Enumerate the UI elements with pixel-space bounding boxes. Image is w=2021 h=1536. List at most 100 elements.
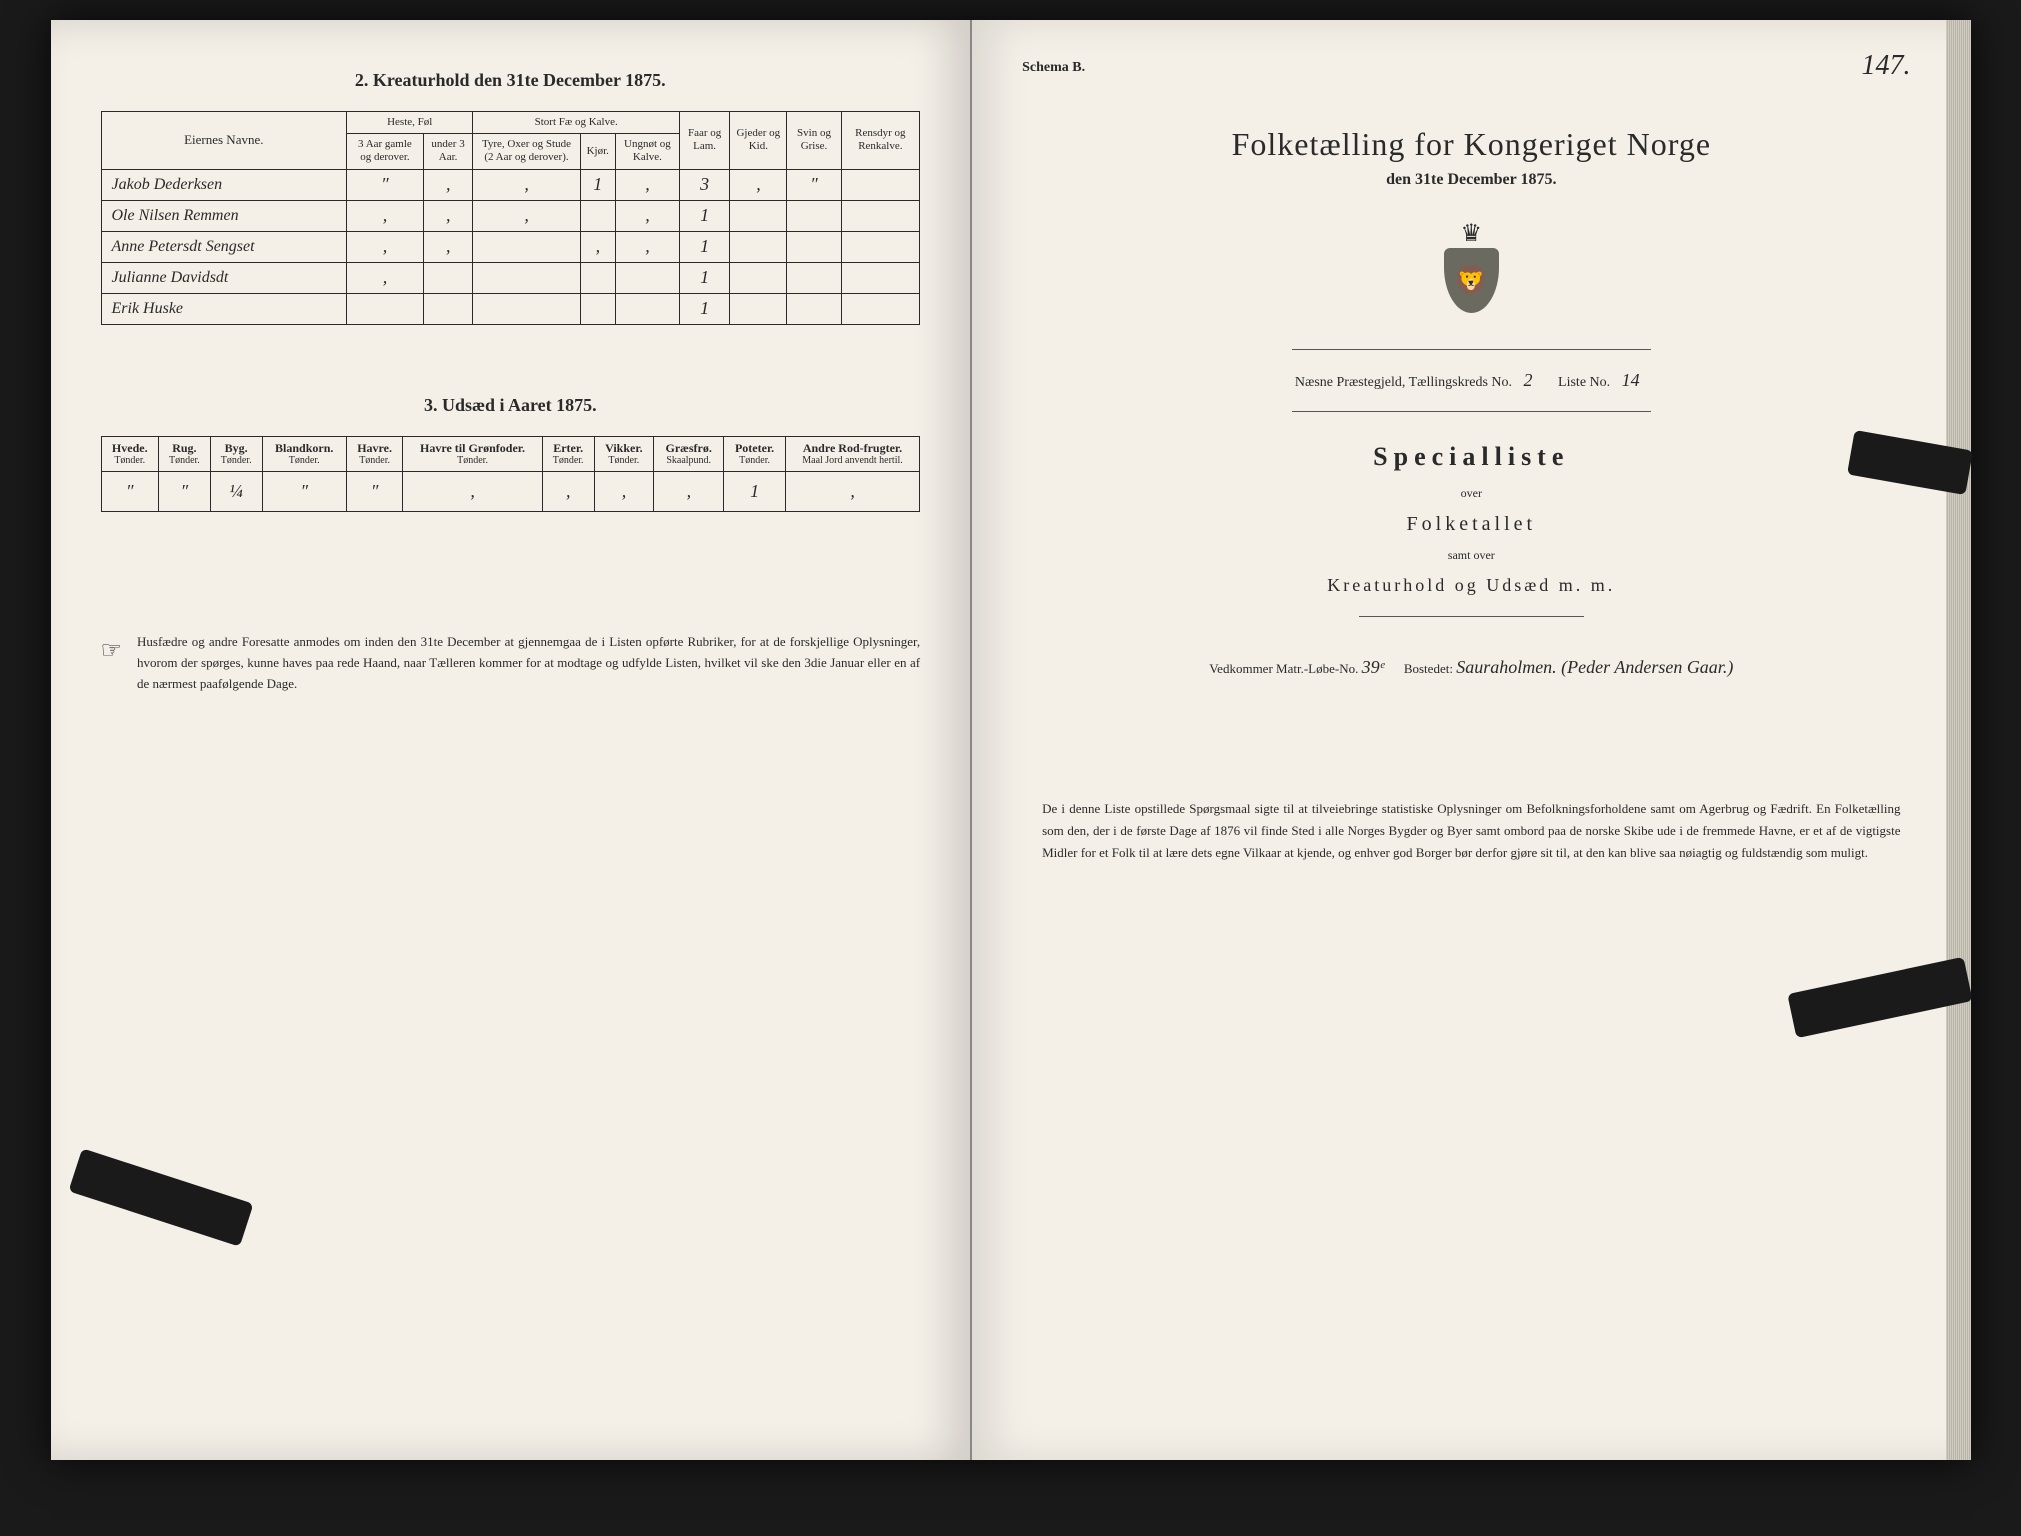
seed-col-header: Havre.Tønder. (346, 436, 402, 471)
cell-value (841, 231, 920, 262)
seed-col-header: Hvede.Tønder. (101, 436, 159, 471)
seed-value: ″ (262, 471, 346, 511)
bosted-label: Bostedet: (1404, 661, 1453, 676)
divider (1292, 411, 1651, 412)
kreds-number: 2 (1516, 370, 1541, 390)
seed-value: ‚ (594, 471, 654, 511)
cell-value: 1 (679, 200, 729, 231)
th-h2: under 3 Aar. (423, 134, 473, 169)
right-footnote: De i denne Liste opstillede Spørgsmaal s… (1022, 798, 1920, 864)
bosted-line: Vedkommer Matr.-Løbe-No. 39ᵉ Bostedet: S… (1022, 657, 1920, 678)
livestock-table: Eiernes Navne. Heste, Føl Stort Fæ og Ka… (101, 111, 921, 325)
page-number: 147. (1861, 50, 1910, 82)
seed-value: ‚ (403, 471, 542, 511)
seed-col-header: Græsfrø.Skaalpund. (654, 436, 724, 471)
seed-value: ″ (159, 471, 211, 511)
owner-name: Erik Huske (101, 293, 347, 324)
liste-label: Liste No. (1558, 375, 1610, 390)
cell-value (580, 262, 615, 293)
table-row: Jakob Dederksen″‚‚1‚3‚″ (101, 169, 920, 200)
parish-prefix: Næsne Præstegjeld, Tællingskreds No. (1295, 375, 1512, 390)
cell-value: ‚ (423, 169, 473, 200)
th-gjeder: Gjeder og Kid. (730, 112, 787, 170)
shield-icon: 🦁 (1444, 248, 1499, 313)
cell-value (730, 293, 787, 324)
cell-value (730, 262, 787, 293)
divider (1359, 616, 1584, 617)
cell-value: ‚ (615, 169, 679, 200)
folketallet: Folketallet (1022, 513, 1920, 536)
table-row: Anne Petersdt Sengset‚‚‚‚1 (101, 231, 920, 262)
table-row: Julianne Davidsdt‚1 (101, 262, 920, 293)
owner-name: Anne Petersdt Sengset (101, 231, 347, 262)
cell-value (347, 293, 424, 324)
owner-name: Julianne Davidsdt (101, 262, 347, 293)
table-row: Erik Huske 1 (101, 293, 920, 324)
cell-value: ‚ (580, 231, 615, 262)
cell-value (580, 200, 615, 231)
seed-value: 1 (724, 471, 786, 511)
left-note-text: Husfædre og andre Foresatte anmodes om i… (137, 632, 920, 694)
cell-value: 1 (580, 169, 615, 200)
samt-over: samt over (1022, 548, 1920, 563)
schema-label: Schema B. (1022, 60, 1920, 76)
cell-value: ″ (347, 169, 424, 200)
seed-col-header: Vikker.Tønder. (594, 436, 654, 471)
seed-value: ‚ (542, 471, 594, 511)
liste-number: 14 (1614, 370, 1648, 390)
cell-value: ‚ (473, 169, 580, 200)
divider (1292, 349, 1651, 350)
book-spread: 2. Kreaturhold den 31te December 1875. E… (51, 20, 1971, 1460)
seed-col-header: Poteter.Tønder. (724, 436, 786, 471)
specialliste-title: Specialliste (1022, 442, 1920, 472)
seed-col-header: Havre til Grønfoder.Tønder. (403, 436, 542, 471)
cell-value: ‚ (615, 231, 679, 262)
th-h5: Ungnøt og Kalve. (615, 134, 679, 169)
th-name: Eiernes Navne. (101, 112, 347, 170)
cell-value (473, 293, 580, 324)
main-title: Folketælling for Kongeriget Norge (1022, 126, 1920, 163)
th-faar: Faar og Lam. (679, 112, 729, 170)
cell-value (787, 231, 841, 262)
coat-of-arms: ♛ 🦁 (1431, 219, 1511, 319)
seed-value: ‚ (785, 471, 919, 511)
cell-value (473, 231, 580, 262)
seed-value: ″ (346, 471, 402, 511)
cell-value: ‚ (730, 169, 787, 200)
cell-value (841, 200, 920, 231)
cell-value (841, 293, 920, 324)
parish-line: Næsne Præstegjeld, Tællingskreds No. 2 L… (1022, 370, 1920, 391)
left-page: 2. Kreaturhold den 31te December 1875. E… (51, 20, 973, 1460)
bosted-value: Sauraholmen. (Peder Andersen Gaar.) (1456, 657, 1733, 677)
th-ren: Rensdyr og Renkalve. (841, 112, 920, 170)
cell-value: ″ (787, 169, 841, 200)
sub-title: den 31te December 1875. (1022, 171, 1920, 189)
seed-value: ¼ (210, 471, 262, 511)
cell-value (473, 262, 580, 293)
cell-value: 3 (679, 169, 729, 200)
cell-value: ‚ (423, 200, 473, 231)
right-page: Schema B. 147. Folketælling for Kongerig… (972, 20, 1970, 1460)
cell-value (787, 200, 841, 231)
cell-value (423, 293, 473, 324)
seed-col-header: Byg.Tønder. (210, 436, 262, 471)
th-group-fae: Stort Fæ og Kalve. (473, 112, 680, 134)
cell-value (580, 293, 615, 324)
book-clip-left (68, 1148, 253, 1246)
cell-value (730, 200, 787, 231)
seed-table: Hvede.Tønder.Rug.Tønder.Byg.Tønder.Bland… (101, 436, 921, 512)
owner-name: Ole Nilsen Remmen (101, 200, 347, 231)
owner-name: Jakob Dederksen (101, 169, 347, 200)
cell-value (841, 169, 920, 200)
section2-title: 2. Kreaturhold den 31te December 1875. (101, 70, 921, 91)
cell-value: ‚ (347, 231, 424, 262)
cell-value: 1 (679, 293, 729, 324)
cell-value: ‚ (423, 231, 473, 262)
seed-col-header: Rug.Tønder. (159, 436, 211, 471)
matr-number: 39ᵉ (1362, 657, 1385, 677)
cell-value (787, 293, 841, 324)
th-h3: Tyre, Oxer og Stude (2 Aar og derover). (473, 134, 580, 169)
th-h4: Kjør. (580, 134, 615, 169)
cell-value: ‚ (473, 200, 580, 231)
section3-title: 3. Udsæd i Aaret 1875. (101, 395, 921, 416)
